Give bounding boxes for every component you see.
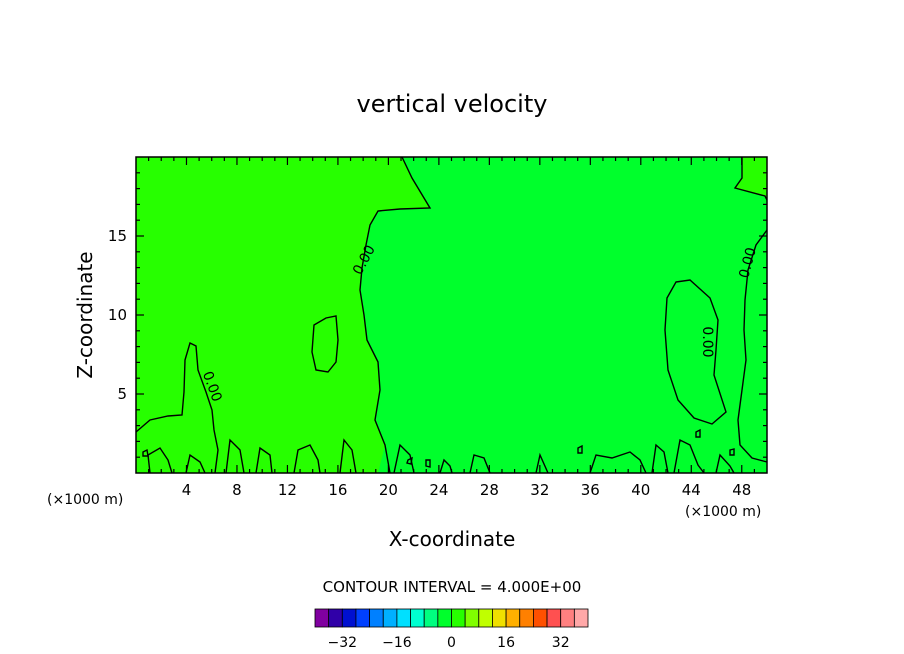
colorbar-swatch (355, 608, 371, 628)
colorbar-swatch (519, 608, 534, 628)
colorbar-tick-label: 0 (447, 635, 456, 651)
y-tick-labels: 5 10 15 (108, 227, 127, 403)
contour-label-4: 0.00 (736, 246, 760, 280)
x-unit-left: (×1000 m) (47, 492, 123, 508)
zero-contour-cell-right (664, 279, 727, 425)
zero-contour-right-column (737, 229, 768, 463)
x-tick-label: 32 (530, 481, 549, 499)
negative-region-fill (136, 157, 430, 473)
colorbar-tick-label: −32 (328, 635, 358, 651)
colorbar (314, 608, 589, 628)
zero-contour-center (359, 156, 432, 474)
colorbar-swatch (328, 608, 343, 628)
x-tick-label: 24 (429, 481, 448, 499)
colorbar-swatch (533, 608, 548, 628)
axis-ticks (136, 157, 767, 473)
colorbar-tick-label: 32 (552, 635, 570, 651)
x-tick-label: 40 (631, 481, 650, 499)
colorbar-swatch (464, 608, 480, 628)
contour-small-loops (142, 428, 735, 468)
colorbar-labels: −32 −16 0 16 32 (328, 635, 570, 651)
colorbar-swatch (573, 608, 589, 628)
contour-interval-label: CONTOUR INTERVAL = 4.000E+00 (323, 578, 582, 596)
x-tick-label: 44 (682, 481, 701, 499)
zero-contour-right-edge (733, 157, 768, 201)
x-tick-label: 8 (232, 481, 242, 499)
zero-contour-cell-left (311, 315, 339, 373)
y-axis-label: Z-coordinate (73, 251, 97, 378)
colorbar-swatch (505, 608, 521, 628)
x-unit-right: (×1000 m) (685, 504, 761, 520)
x-tick-label: 28 (480, 481, 499, 499)
colorbar-swatch (437, 608, 452, 628)
contour-lines (135, 156, 768, 474)
x-tick-label: 4 (182, 481, 192, 499)
x-tick-label: 48 (732, 481, 751, 499)
colorbar-swatch (369, 608, 384, 628)
colorbar-swatch (382, 608, 398, 628)
contour-label-3: 0.00 (699, 326, 715, 357)
colorbar-swatch (560, 608, 575, 628)
colorbar-swatch (410, 608, 425, 628)
colorbar-swatch (396, 608, 411, 628)
colorbar-swatch (451, 608, 466, 628)
y-tick-label: 5 (117, 385, 127, 403)
x-tick-label: 36 (581, 481, 600, 499)
x-tick-label: 16 (328, 481, 347, 499)
colorbar-swatch (341, 608, 357, 628)
x-tick-labels: 4 8 12 16 20 24 28 32 36 40 44 48 (182, 481, 752, 499)
x-tick-label: 20 (379, 481, 398, 499)
x-axis-label: X-coordinate (389, 527, 516, 551)
colorbar-tick-label: −16 (382, 635, 412, 651)
colorbar-swatch (492, 608, 507, 628)
x-tick-label: 12 (278, 481, 297, 499)
zero-contour-left-column (135, 341, 219, 474)
negative-region-fill-right (735, 157, 767, 200)
y-tick-label: 15 (108, 227, 127, 245)
colorbar-tick-label: 16 (497, 635, 515, 651)
colorbar-swatch (478, 608, 493, 628)
y-tick-label: 10 (108, 306, 127, 324)
colorbar-swatch (423, 608, 439, 628)
contour-bottom-noise (147, 438, 735, 474)
chart-title: vertical velocity (357, 90, 548, 118)
plot-area: 0.00 0.00 0.00 0.00 (135, 156, 768, 474)
colorbar-swatch (546, 608, 562, 628)
colorbar-swatch (314, 608, 330, 628)
